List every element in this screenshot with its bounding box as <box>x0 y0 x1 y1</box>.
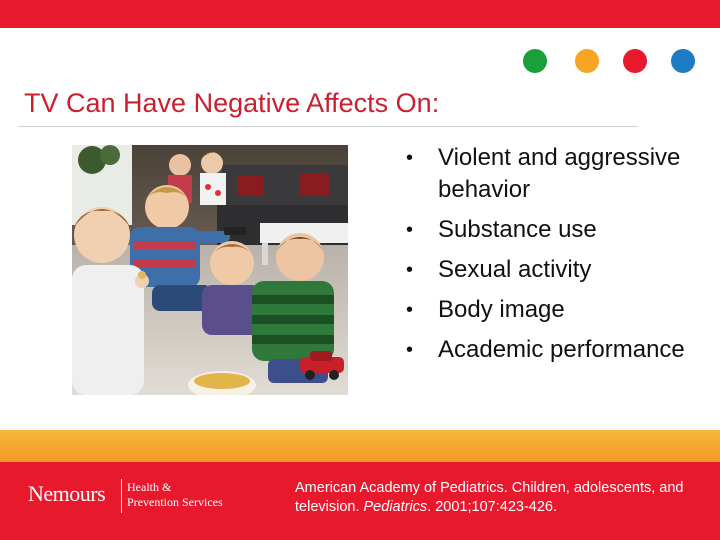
citation-journal: Pediatrics <box>363 499 428 515</box>
list-item: • Violent and aggressive behavior <box>404 142 714 206</box>
citation-text-1: American Academy of Pediatrics. Children… <box>295 480 684 515</box>
blue-dot-icon <box>671 49 695 73</box>
bullet-text: Sexual activity <box>438 256 592 283</box>
green-dot-icon <box>523 49 547 73</box>
bullet-text: Substance use <box>438 216 597 243</box>
bullet-icon: • <box>406 147 414 169</box>
children-watching-tv-photo <box>72 145 348 395</box>
bullet-text: Academic performance <box>438 336 685 363</box>
bullet-icon: • <box>406 219 414 241</box>
bullet-list: • Violent and aggressive behavior • Substa… <box>404 142 714 374</box>
bullet-icon: • <box>406 259 414 281</box>
bullet-icon: • <box>406 339 414 361</box>
logo-separator <box>121 479 122 513</box>
orange-dot-icon <box>575 49 599 73</box>
slide-title: TV Can Have Negative Affects On: <box>24 88 440 118</box>
footer-orange-band <box>0 430 720 462</box>
title-divider <box>18 126 638 127</box>
footer-red-band <box>0 462 720 540</box>
logo-subtitle-line2: Prevention Services <box>127 495 223 509</box>
logo-name: Nemours <box>28 481 106 506</box>
list-item: • Sexual activity <box>404 254 714 286</box>
top-red-bar <box>0 0 720 28</box>
citation: American Academy of Pediatrics. Children… <box>295 479 715 517</box>
list-item: • Body image <box>404 294 714 326</box>
red-dot-icon <box>623 49 647 73</box>
bullet-icon: • <box>406 299 414 321</box>
citation-text-2: . 2001;107:423-426. <box>427 499 557 515</box>
list-item: • Academic performance <box>404 334 714 366</box>
logo-subtitle-line1: Health & <box>127 480 172 494</box>
list-item: • Substance use <box>404 214 714 246</box>
bullet-text: Violent and aggressive behavior <box>438 144 681 203</box>
bullet-text: Body image <box>438 296 565 323</box>
